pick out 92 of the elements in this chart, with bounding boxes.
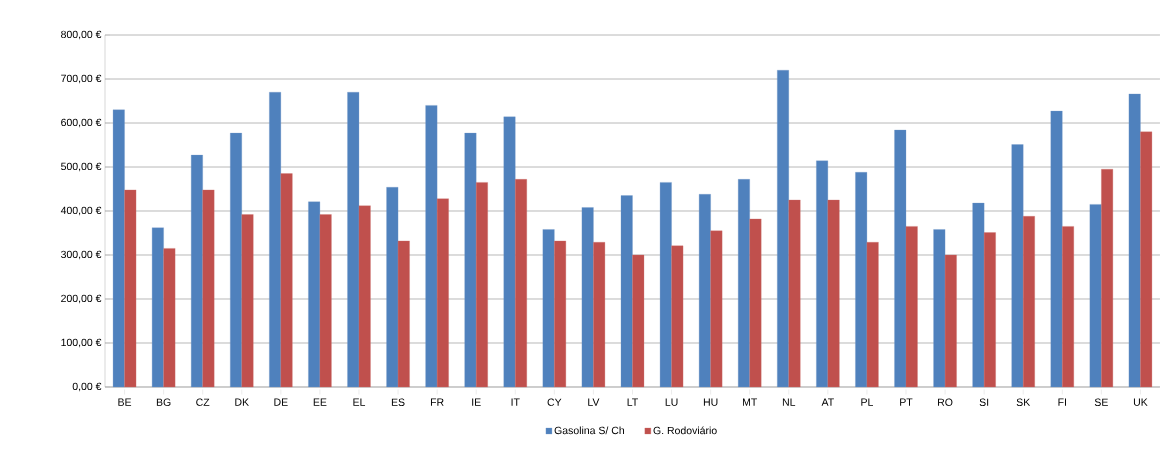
bar	[1140, 131, 1153, 388]
bar	[816, 160, 828, 388]
bar	[112, 109, 125, 388]
bar	[983, 232, 996, 388]
legend-label: G. Rodoviário	[653, 426, 717, 435]
y-tick-label: 400,00 €	[60, 206, 102, 216]
bar	[1089, 204, 1102, 388]
x-tick-label: PL	[861, 398, 873, 406]
x-tick-label: CZ	[196, 398, 210, 406]
y-tick-label: 100,00 €	[61, 338, 102, 348]
x-tick-label: MT	[742, 398, 758, 406]
bar	[788, 199, 801, 388]
x-tick-label: DE	[274, 398, 288, 406]
bar	[542, 229, 555, 388]
bar	[230, 132, 242, 388]
bar	[1023, 216, 1035, 388]
bar	[397, 240, 410, 388]
bar	[269, 92, 281, 388]
y-tick-label: 700,00 €	[61, 74, 102, 84]
bar	[749, 218, 762, 388]
bar	[1062, 226, 1074, 388]
bar	[436, 198, 449, 388]
bar	[698, 194, 711, 388]
x-tick-label: ES	[391, 398, 405, 406]
x-tick-label: LV	[588, 398, 600, 406]
x-tick-label: CY	[547, 398, 562, 406]
x-tick-label: SE	[1094, 398, 1108, 406]
bar	[1050, 110, 1063, 388]
bar	[503, 116, 516, 388]
bar	[241, 214, 254, 388]
bar	[632, 254, 645, 388]
x-tick-label: SI	[979, 398, 989, 406]
legend-label: Gasolina S/ Ch	[554, 426, 625, 435]
bar	[972, 202, 985, 388]
x-tick-label: PT	[900, 398, 913, 406]
bar	[1101, 169, 1114, 388]
bar	[581, 207, 594, 388]
bar	[347, 92, 360, 388]
y-tick-label: 200,00 €	[61, 294, 102, 304]
x-tick-label: EL	[353, 398, 366, 406]
bar	[280, 173, 293, 388]
bar	[944, 254, 957, 388]
bar	[1128, 93, 1141, 388]
bar	[319, 214, 332, 388]
x-tick-label: UK	[1133, 398, 1148, 406]
bar	[710, 230, 723, 388]
x-tick-label: DK	[235, 398, 249, 406]
bar	[202, 189, 215, 388]
y-tick-label: 500,00 €	[61, 162, 102, 172]
x-tick-label: HU	[703, 398, 718, 406]
y-tick-label: 800,00 €	[61, 30, 102, 40]
bar	[933, 229, 946, 388]
bar	[425, 105, 438, 388]
bar	[620, 195, 633, 388]
x-tick-label: IE	[472, 398, 481, 406]
x-tick-label: FR	[430, 398, 444, 406]
bar	[827, 199, 840, 388]
bar	[308, 201, 321, 388]
bar	[124, 189, 137, 388]
bar	[151, 227, 164, 388]
bar	[163, 248, 176, 388]
y-tick-label: 600,00 €	[61, 118, 102, 128]
bar	[1011, 144, 1024, 388]
bar	[659, 182, 672, 388]
bar	[358, 205, 371, 388]
x-tick-label: RO	[938, 398, 953, 406]
bar	[777, 70, 789, 388]
bar	[464, 132, 477, 388]
bar	[593, 242, 606, 388]
bar	[866, 242, 879, 388]
y-tick-label: 300,00 €	[61, 250, 102, 260]
x-tick-label: SK	[1016, 398, 1031, 406]
bar	[476, 182, 488, 388]
bar	[191, 154, 203, 388]
bar	[515, 179, 527, 388]
x-tick-label: AT	[821, 398, 834, 406]
bar	[671, 245, 684, 388]
x-tick-label: EE	[313, 398, 327, 406]
x-tick-label: BE	[118, 398, 132, 406]
bar	[855, 172, 868, 388]
bar	[738, 179, 750, 388]
x-tick-label: LT	[627, 398, 638, 406]
x-tick-label: BG	[156, 398, 171, 406]
bar	[894, 129, 907, 388]
x-tick-label: NL	[782, 398, 796, 406]
x-tick-label: IT	[511, 398, 520, 406]
y-tick-label: 0,00 €	[72, 382, 102, 392]
x-tick-label: FI	[1058, 398, 1066, 406]
bar	[554, 240, 566, 388]
bar	[386, 187, 399, 388]
bar	[905, 226, 918, 388]
x-tick-label: LU	[665, 398, 678, 406]
